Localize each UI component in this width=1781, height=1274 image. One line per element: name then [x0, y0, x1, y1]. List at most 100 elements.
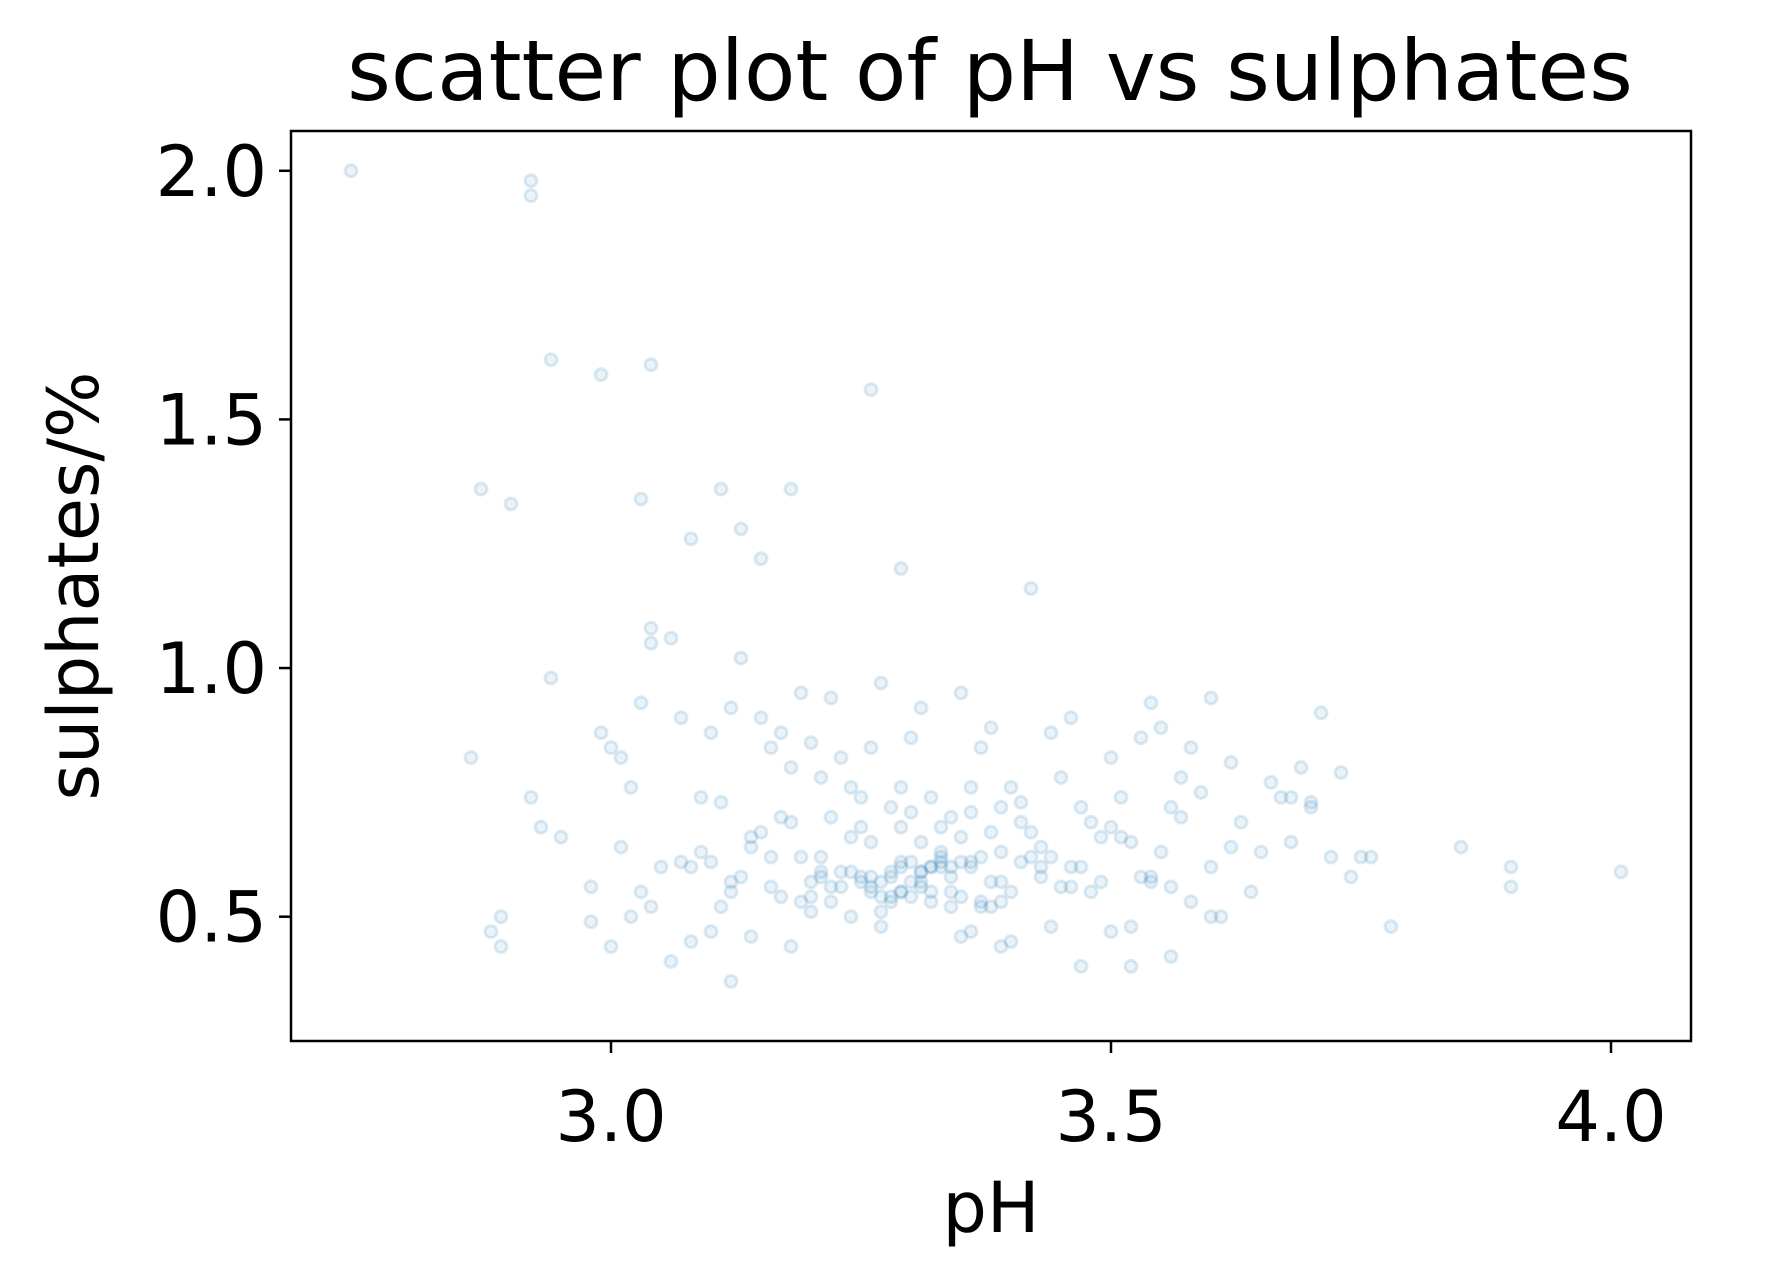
data-point	[763, 849, 779, 865]
data-point	[763, 740, 779, 756]
data-point	[883, 889, 899, 905]
data-point	[843, 909, 859, 925]
data-point	[823, 894, 839, 910]
data-point	[963, 854, 979, 870]
data-point	[903, 889, 919, 905]
data-point	[1143, 869, 1159, 885]
data-point	[893, 779, 909, 795]
data-point	[1033, 859, 1049, 875]
y-tick-label: 0.5	[156, 877, 267, 959]
data-point	[603, 740, 619, 756]
data-point	[633, 491, 649, 507]
data-point	[873, 889, 889, 905]
data-point	[853, 874, 869, 890]
data-point	[943, 809, 959, 825]
data-point	[553, 829, 569, 845]
data-point	[923, 894, 939, 910]
data-point	[1333, 764, 1349, 780]
data-point	[613, 839, 629, 855]
data-point	[833, 879, 849, 895]
data-point	[713, 481, 729, 497]
data-point	[623, 779, 639, 795]
data-point	[973, 899, 989, 915]
data-point	[923, 884, 939, 900]
data-point	[913, 874, 929, 890]
data-point	[803, 874, 819, 890]
data-point	[873, 874, 889, 890]
data-point	[933, 844, 949, 860]
data-point	[823, 690, 839, 706]
data-point	[493, 909, 509, 925]
data-point	[803, 904, 819, 920]
data-point	[903, 854, 919, 870]
y-tick-label: 1.5	[156, 379, 267, 461]
data-point	[933, 854, 949, 870]
data-point	[893, 859, 909, 875]
data-point	[913, 879, 929, 895]
data-point	[703, 725, 719, 741]
x-tick-label: 3.5	[1055, 1076, 1166, 1158]
data-point	[583, 914, 599, 930]
x-axis-label: pH	[942, 1167, 1039, 1249]
data-point	[1113, 789, 1129, 805]
data-point	[813, 769, 829, 785]
data-point	[1253, 844, 1269, 860]
data-point	[1283, 834, 1299, 850]
data-point	[543, 352, 559, 368]
data-points	[343, 163, 1629, 989]
data-point	[1303, 799, 1319, 815]
data-point	[1023, 824, 1039, 840]
data-point	[1043, 849, 1059, 865]
data-point	[533, 819, 549, 835]
data-point	[933, 859, 949, 875]
data-point	[863, 879, 879, 895]
data-point	[993, 874, 1009, 890]
data-point	[963, 804, 979, 820]
data-point	[753, 824, 769, 840]
data-point	[693, 789, 709, 805]
data-point	[1213, 909, 1229, 925]
data-point	[1143, 874, 1159, 890]
data-point	[863, 869, 879, 885]
data-point	[863, 834, 879, 850]
data-point	[1233, 814, 1249, 830]
data-point	[783, 814, 799, 830]
data-point	[993, 894, 1009, 910]
data-point	[983, 720, 999, 736]
data-point	[583, 879, 599, 895]
data-point	[883, 799, 899, 815]
data-point	[913, 864, 929, 880]
data-point	[843, 779, 859, 795]
data-point	[853, 869, 869, 885]
data-point	[693, 844, 709, 860]
data-point	[893, 561, 909, 577]
data-point	[633, 884, 649, 900]
data-point	[1223, 839, 1239, 855]
data-point	[1343, 869, 1359, 885]
data-point	[953, 685, 969, 701]
data-point	[1013, 814, 1029, 830]
data-point	[913, 834, 929, 850]
data-point	[543, 670, 559, 686]
data-point	[503, 496, 519, 512]
data-point	[893, 884, 909, 900]
x-tick-label: 3.0	[555, 1076, 666, 1158]
data-point	[1173, 769, 1189, 785]
data-point	[1033, 869, 1049, 885]
data-point	[953, 929, 969, 945]
data-point	[1503, 859, 1519, 875]
data-point	[823, 809, 839, 825]
data-point	[923, 859, 939, 875]
data-point	[1303, 794, 1319, 810]
data-point	[953, 854, 969, 870]
data-point	[1103, 924, 1119, 940]
data-point	[1133, 869, 1149, 885]
data-point	[813, 849, 829, 865]
data-point	[903, 804, 919, 820]
data-point	[783, 481, 799, 497]
data-point	[603, 939, 619, 955]
data-point	[733, 869, 749, 885]
data-point	[1023, 849, 1039, 865]
data-point	[1003, 884, 1019, 900]
